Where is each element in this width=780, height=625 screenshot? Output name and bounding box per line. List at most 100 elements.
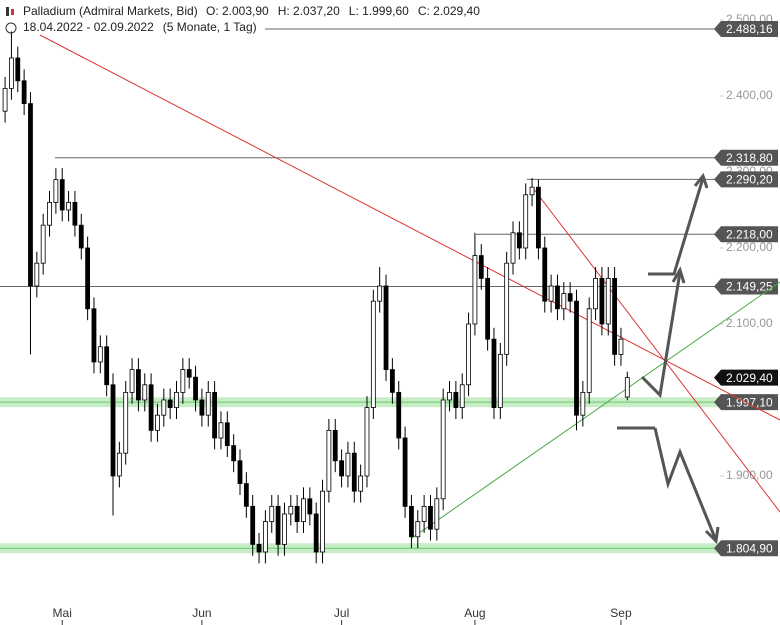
candle-body (307, 498, 313, 515)
candle-body (110, 384, 116, 477)
candle-body (262, 521, 268, 553)
candle-body (593, 277, 598, 310)
candle-body (218, 422, 224, 439)
candle-body (472, 255, 478, 325)
candle-body (364, 407, 370, 477)
candle-body (28, 103, 33, 287)
candle-body (301, 498, 306, 522)
candle-body (605, 277, 611, 325)
candle-body (370, 300, 376, 408)
y-tick-label: 2.100,00 (726, 316, 773, 330)
trend-line (39, 34, 780, 421)
candle-body (434, 498, 440, 530)
candle-body (326, 429, 332, 492)
candle-body (186, 369, 192, 378)
candle-body (586, 308, 592, 393)
candle-body (459, 384, 465, 408)
candle-body (497, 353, 503, 408)
header-icon (11, 9, 14, 15)
x-tick-label: Aug (464, 606, 485, 620)
level-badge (714, 540, 778, 557)
candle-body (421, 505, 427, 522)
level-label: 2.029,40 (726, 371, 773, 385)
candle-body (129, 369, 135, 393)
level-label: 2.218,00 (726, 227, 773, 241)
candle-body (510, 232, 516, 264)
trend-line (411, 281, 780, 539)
candle-body (561, 293, 567, 310)
candle-body (415, 521, 421, 538)
candle-body (377, 285, 383, 302)
date-range: 18.04.2022 - 02.09.2022 (23, 20, 154, 34)
level-label: 1.997,10 (726, 395, 773, 409)
candle-body (358, 475, 364, 492)
candle-body (199, 399, 205, 416)
level-label: 1.804,90 (726, 541, 773, 555)
arrow-head (671, 266, 686, 284)
clock-icon (5, 22, 17, 34)
candle-body (250, 505, 256, 545)
candle-body (9, 57, 14, 89)
candle-body (34, 262, 40, 287)
candle-body (256, 543, 262, 553)
candle-body (555, 285, 560, 310)
ohlc-value: O: 2.003,90 (206, 4, 269, 18)
candle-body (47, 201, 52, 226)
candle-body (548, 285, 554, 302)
candle-body (580, 391, 586, 416)
candle-body (155, 414, 160, 431)
candle-body (504, 262, 510, 355)
arrow (648, 177, 705, 276)
candle-body (66, 201, 71, 211)
candle-body (212, 391, 218, 439)
candle-body (167, 399, 173, 408)
level-badge (714, 278, 778, 295)
candle-body (478, 255, 484, 279)
candle-body (40, 224, 46, 264)
candle-body (516, 232, 522, 249)
candle-body (231, 445, 237, 462)
candle-body (567, 293, 573, 302)
level-badge (714, 226, 778, 243)
candle-body (383, 285, 389, 370)
candle-body (624, 377, 630, 398)
candle-body (269, 505, 275, 522)
candle-body (53, 179, 59, 203)
level-badge (714, 149, 778, 166)
candle-body (282, 513, 287, 545)
ohlc-value: L: 1.999,60 (349, 4, 409, 18)
candle-body (402, 437, 408, 507)
candle-body (237, 460, 243, 484)
ohlc-value: H: 2.037,20 (278, 4, 340, 18)
candle-body (389, 369, 395, 393)
level-badge (714, 20, 778, 37)
candle-body (275, 505, 281, 545)
candle-body (123, 391, 129, 454)
candle-body (288, 505, 294, 515)
candle-body (161, 399, 167, 416)
period: (5 Monate, 1 Tag) (163, 20, 257, 34)
candle-body (21, 80, 27, 104)
candle-body (491, 338, 497, 408)
candle-body (72, 201, 78, 226)
level-label: 2.488,16 (726, 22, 773, 36)
candle-body (59, 179, 65, 211)
candle-body (453, 391, 459, 408)
y-tick-label: 1.900,00 (726, 468, 773, 482)
candle-body (91, 308, 97, 363)
candle-body (574, 300, 579, 416)
level-badge (714, 171, 778, 188)
arrow-head (693, 172, 709, 189)
candle-body (2, 87, 8, 112)
candle-body (618, 338, 624, 355)
candle-body (15, 57, 21, 82)
candle-body (142, 384, 148, 401)
candle-body (313, 513, 319, 553)
candle-body (536, 186, 541, 249)
candle-body (447, 391, 452, 401)
arrow (653, 427, 717, 539)
candle-body (243, 483, 249, 507)
level-badge (714, 369, 778, 386)
candle-body (339, 460, 344, 477)
